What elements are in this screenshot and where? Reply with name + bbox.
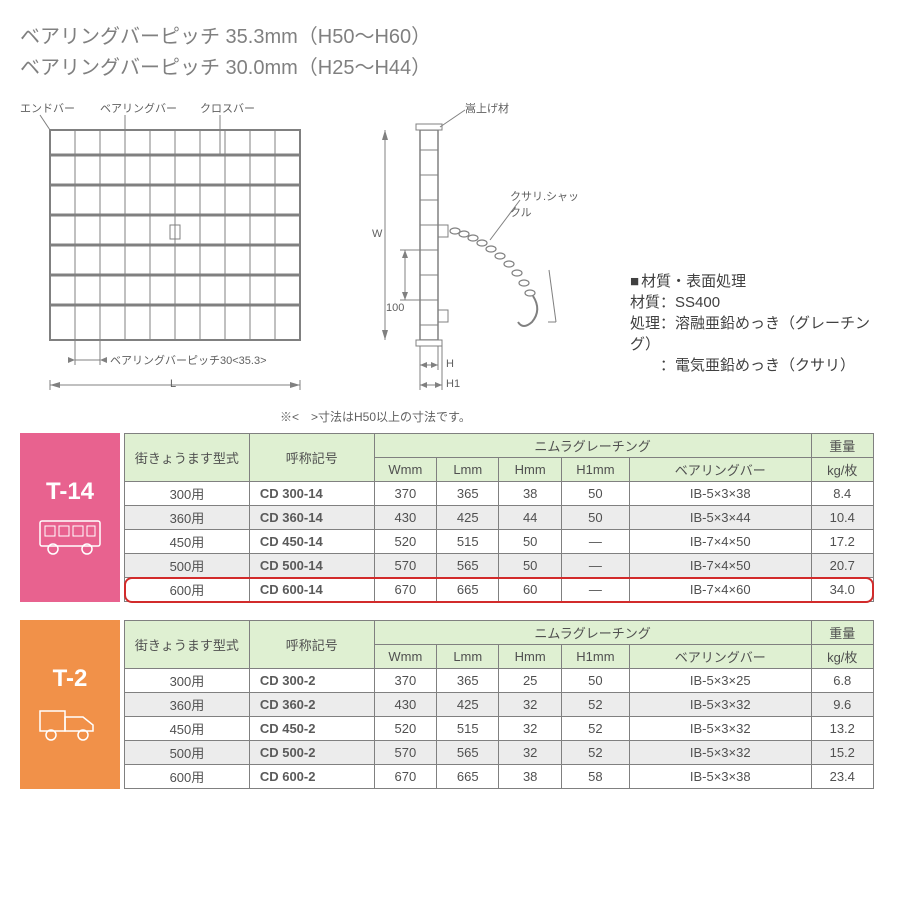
table-row: 500用 CD 500-2 570 565 32 52 IB-5×3×32 15…: [125, 741, 874, 765]
material-info: 材質・表面処理 材質：SS400 処理：溶融亜鉛めっき（グレーチング） ：電気亜…: [630, 270, 877, 375]
truck-icon: [35, 703, 105, 745]
label-endbar: エンドバー: [20, 100, 75, 116]
table-row: 500用 CD 500-14 570 565 50 — IB-7×4×50 20…: [125, 554, 874, 578]
table-row: 300用 CD 300-14 370 365 38 50 IB-5×3×38 8…: [125, 482, 874, 506]
badge-t14-label: T-14: [46, 478, 94, 506]
label-100: 100: [386, 302, 404, 314]
badge-t2-label: T-2: [53, 665, 88, 693]
diagram-top-view: エンドバー ベアリングバー クロスバー ベアリングバーピッチ30<35.3> L: [20, 100, 330, 400]
header-line1: ベアリングバーピッチ 35.3mm（H50～H60）: [20, 20, 877, 49]
label-bearingbar: ベアリングバー: [100, 100, 177, 116]
diagram-side-view: 嵩上げ材 クサリ.シャックル W 100 H H1: [360, 100, 590, 400]
material-line1: 材質：SS400: [630, 291, 877, 312]
label-L: L: [170, 378, 176, 390]
table-t14-block: T-14 街きょうます型式 呼称記号 ニムラグレーチング 重量 Wmm Lmm …: [20, 433, 877, 602]
diagrams-row: エンドバー ベアリングバー クロスバー ベアリングバーピッチ30<35.3> L: [20, 100, 877, 400]
label-topnote: 嵩上げ材: [465, 100, 509, 116]
label-pitch: ベアリングバーピッチ30<35.3>: [110, 352, 267, 368]
material-line2: 処理：溶融亜鉛めっき（グレーチング）: [630, 312, 877, 354]
badge-t2: T-2: [20, 620, 120, 789]
table-row: 450用 CD 450-14 520 515 50 — IB-7×4×50 17…: [125, 530, 874, 554]
material-line3: ：電気亜鉛めっき（クサリ）: [630, 354, 877, 375]
table-row: 300用 CD 300-2 370 365 25 50 IB-5×3×25 6.…: [125, 669, 874, 693]
label-H: H: [446, 358, 454, 370]
table-row: 600用 CD 600-2 670 665 38 58 IB-5×3×38 23…: [125, 765, 874, 789]
dimension-note: ※< >寸法はH50以上の寸法です。: [280, 408, 877, 425]
table-t2-block: T-2 街きょうます型式 呼称記号 ニムラグレーチング 重量 Wmm Lmm H…: [20, 620, 877, 789]
label-chain: クサリ.シャックル: [510, 188, 590, 220]
grating-sideview-svg: [360, 100, 590, 400]
table-t14-wrap: 街きょうます型式 呼称記号 ニムラグレーチング 重量 Wmm Lmm Hmm H…: [124, 433, 874, 602]
bus-icon: [35, 516, 105, 558]
label-H1: H1: [446, 378, 460, 390]
material-title: 材質・表面処理: [630, 270, 877, 291]
table-row: 600用 CD 600-14 670 665 60 — IB-7×4×60 34…: [125, 578, 874, 602]
table-t2: 街きょうます型式 呼称記号 ニムラグレーチング 重量 Wmm Lmm Hmm H…: [124, 620, 874, 789]
table-row: 360用 CD 360-2 430 425 32 52 IB-5×3×32 9.…: [125, 693, 874, 717]
table-row: 360用 CD 360-14 430 425 44 50 IB-5×3×44 1…: [125, 506, 874, 530]
header-line2: ベアリングバーピッチ 30.0mm（H25～H44）: [20, 51, 877, 80]
table-t14: 街きょうます型式 呼称記号 ニムラグレーチング 重量 Wmm Lmm Hmm H…: [124, 433, 874, 602]
badge-t14: T-14: [20, 433, 120, 602]
label-W: W: [372, 228, 382, 240]
label-crossbar: クロスバー: [200, 100, 255, 116]
spec-tables: T-14 街きょうます型式 呼称記号 ニムラグレーチング 重量 Wmm Lmm …: [20, 433, 877, 789]
table-row: 450用 CD 450-2 520 515 32 52 IB-5×3×32 13…: [125, 717, 874, 741]
